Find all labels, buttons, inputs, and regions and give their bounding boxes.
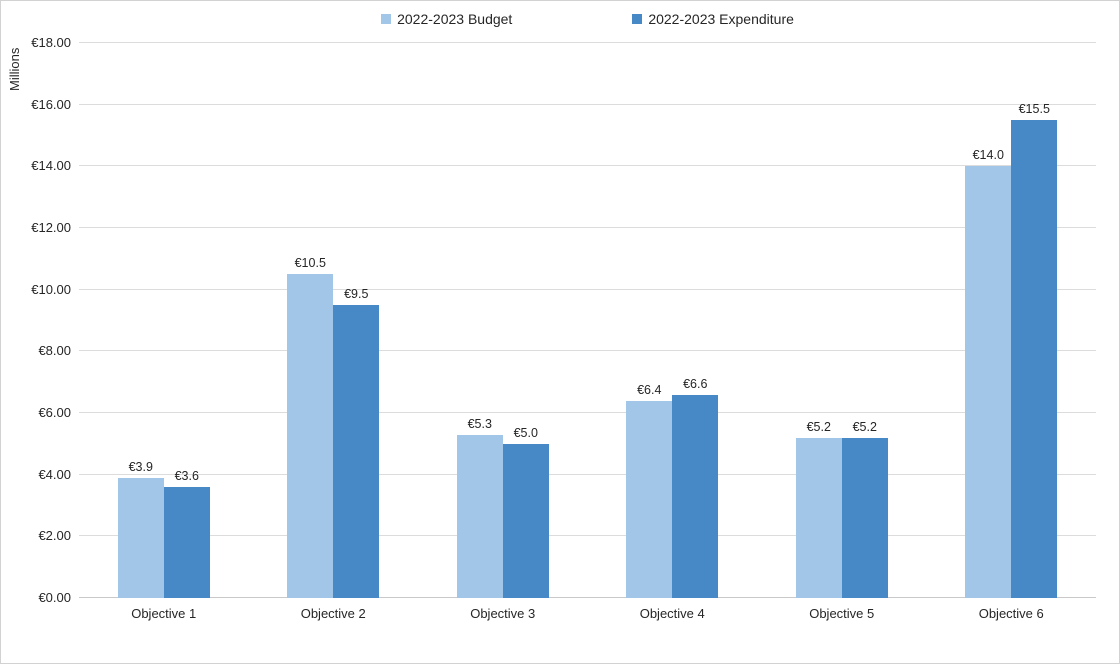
gridline: [79, 42, 1096, 43]
bar-group: €14.0 €15.5: [927, 43, 1097, 598]
x-axis-category-label: Objective 6: [978, 606, 1044, 621]
expenditure-bar: €5.0: [502, 426, 549, 598]
data-label: €14.0: [972, 148, 1004, 163]
y-axis-tick-label: €4.00: [38, 466, 71, 482]
budget-bar: €3.9: [117, 460, 164, 598]
expenditure-bar: €9.5: [333, 287, 380, 598]
gridline: [79, 227, 1096, 228]
budget-bar: €6.4: [626, 383, 673, 598]
gridline: [79, 165, 1096, 167]
bar-groups: €3.9 €3.6 €10.5 €9.5 €5.3 €5.0 €6.4 €6.6 €5.2 €5.…: [79, 43, 1096, 598]
legend: 2022-2023 Budget 2022-2023 Expenditure: [79, 11, 1096, 27]
x-axis-category-label: Objective 2: [300, 606, 366, 621]
x-axis-category-label: Objective 4: [639, 606, 705, 621]
data-label: €15.5: [1018, 102, 1050, 117]
gridline: [79, 535, 1096, 537]
plot-area: €3.9 €3.6 €10.5 €9.5 €5.3 €5.0 €6.4 €6.6 €5.2 €5.…: [79, 42, 1096, 598]
y-axis-tick-label: €2.00: [38, 528, 71, 544]
data-label: €3.6: [174, 469, 199, 483]
data-label: €5.2: [852, 419, 877, 434]
gridline: [79, 412, 1096, 413]
bar-group: €10.5 €9.5: [249, 43, 419, 598]
data-label: €6.6: [683, 376, 708, 391]
data-label: €3.9: [128, 459, 153, 474]
x-axis-category-label: Objective 5: [809, 606, 875, 621]
legend-item-budget: 2022-2023 Budget: [381, 11, 512, 27]
budget-swatch: [381, 14, 392, 24]
y-axis-tick-label: €8.00: [38, 343, 71, 359]
expenditure-swatch: [632, 14, 643, 24]
gridline: [79, 350, 1096, 352]
x-axis-labels: Objective 1 Objective 2 Objective 3 Objecti…: [79, 606, 1096, 621]
expenditure-bar: €6.6: [672, 377, 719, 598]
data-label: €6.4: [637, 382, 662, 397]
legend-item-expenditure: 2022-2023 Expenditure: [632, 11, 794, 27]
expenditure-bar: €15.5: [1011, 102, 1058, 598]
x-axis-category-label: Objective 1: [131, 606, 197, 621]
gridline: [79, 597, 1096, 598]
legend-label-expenditure: 2022-2023 Expenditure: [648, 11, 794, 27]
budget-bar: €14.0: [965, 148, 1012, 598]
y-axis-tick-label: €12.00: [31, 220, 71, 236]
data-label: €10.5: [294, 256, 326, 271]
data-label: €5.2: [806, 419, 831, 434]
x-axis-category-label: Objective 3: [470, 606, 536, 621]
y-axis-tick-label: €16.00: [31, 96, 71, 112]
gridline: [79, 103, 1096, 105]
budget-bar: €10.5: [287, 256, 334, 598]
expenditure-bar: €5.2: [841, 420, 888, 598]
data-label: €5.3: [467, 416, 492, 431]
y-axis-tick-label: €18.00: [31, 35, 71, 50]
gridline: [79, 288, 1096, 290]
y-axis-tick-label: €10.00: [31, 281, 71, 297]
bar-group: €5.3 €5.0: [418, 43, 588, 598]
y-axis-ticks: €0.00 €2.00 €4.00 €6.00 €8.00 €10.00 €12.00 €14…: [1, 35, 71, 605]
y-axis-tick-label: €14.00: [31, 158, 71, 174]
bar-group: €5.2 €5.2: [757, 43, 927, 598]
gridline: [79, 473, 1096, 475]
budget-bar: €5.3: [456, 417, 503, 598]
data-label: €9.5: [344, 287, 369, 302]
budget-bar: €5.2: [795, 420, 842, 598]
data-label: €5.0: [513, 425, 538, 440]
expenditure-bar: €3.6: [163, 469, 210, 598]
y-axis-tick-label: €0.00: [38, 590, 71, 605]
legend-label-budget: 2022-2023 Budget: [397, 11, 513, 27]
bar-group: €3.9 €3.6: [79, 43, 249, 598]
y-axis-tick-label: €6.00: [38, 405, 71, 421]
bar-group: €6.4 €6.6: [588, 43, 758, 598]
